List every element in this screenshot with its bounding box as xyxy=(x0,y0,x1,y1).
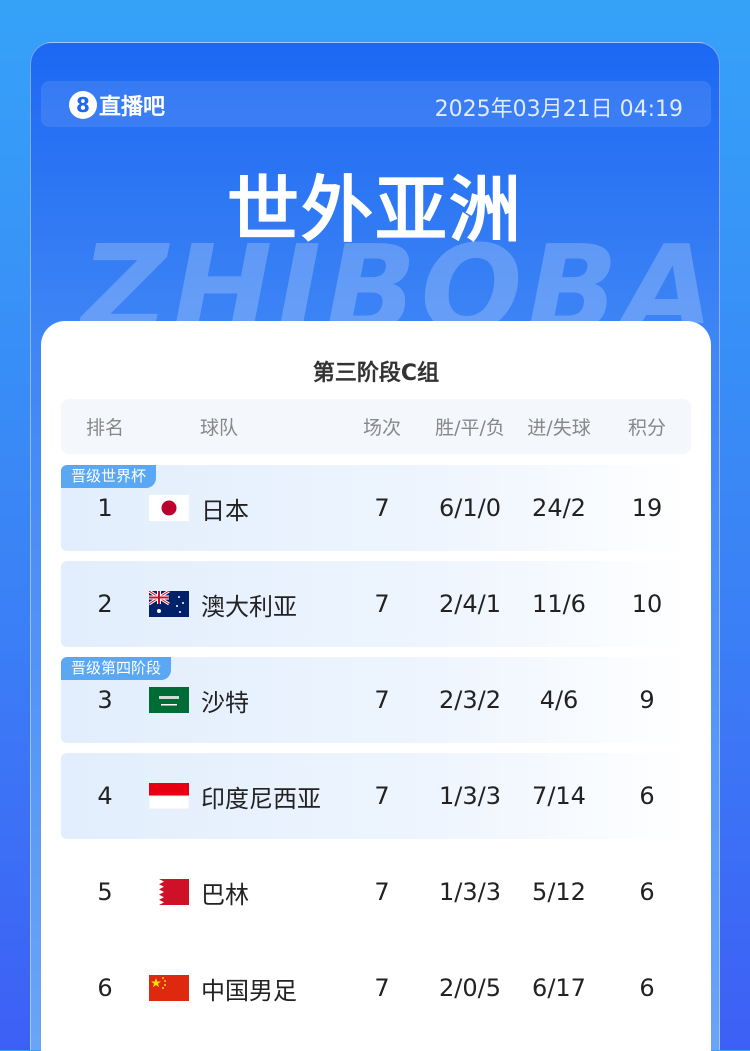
rank: 2 xyxy=(97,590,113,618)
col-wdl: 胜/平/负 xyxy=(435,417,505,439)
watermark-area: ZHIBOBA xyxy=(31,43,719,324)
points: 19 xyxy=(631,494,663,522)
points: 6 xyxy=(639,974,655,1002)
win-draw-loss: 2/0/5 xyxy=(439,974,501,1002)
logo-text: 直播吧 xyxy=(99,95,166,120)
team-name: 印度尼西亚 xyxy=(201,784,321,813)
china-flag-icon xyxy=(149,975,189,1001)
qualification-badge: 晋级第四阶段 xyxy=(61,657,172,680)
team-name: 沙特 xyxy=(201,688,249,717)
team-name: 澳大利亚 xyxy=(201,592,297,621)
rank: 5 xyxy=(97,878,113,906)
table-row[interactable]: 5 巴林 7 1/3/3 5/12 6 xyxy=(61,849,691,935)
logo: 8 直播吧 xyxy=(69,89,165,121)
points: 9 xyxy=(639,686,655,714)
win-draw-loss: 1/3/3 xyxy=(439,782,501,810)
page-title: 世外亚洲 xyxy=(226,168,523,252)
goals: 11/6 xyxy=(532,590,586,618)
group-title: 第三阶段C组 xyxy=(312,361,440,386)
logo-mark: 8 xyxy=(69,91,97,119)
played: 7 xyxy=(374,494,390,522)
goals: 6/17 xyxy=(532,974,586,1002)
rank: 3 xyxy=(97,686,113,714)
standings-panel: 第三阶段C组 排名 球队 场次 胜/平/负 进/失球 积分 晋级世界杯 1 日本 … xyxy=(41,321,711,1051)
col-played: 场次 xyxy=(362,417,401,439)
played: 7 xyxy=(374,974,390,1002)
rank: 6 xyxy=(97,974,113,1002)
saudi-arabia-flag-icon xyxy=(149,687,189,713)
points: 6 xyxy=(639,782,655,810)
win-draw-loss: 1/3/3 xyxy=(439,878,501,906)
col-goals: 进/失球 xyxy=(527,417,591,439)
watermark: ZHIBOBA xyxy=(81,221,719,324)
played: 7 xyxy=(374,782,390,810)
top-bar: 8 直播吧 2025年03月21日 04:19 xyxy=(41,81,711,127)
table-row[interactable]: 4 印度尼西亚 7 1/3/3 7/14 6 xyxy=(61,753,691,839)
goals: 5/12 xyxy=(532,878,586,906)
rank: 1 xyxy=(97,494,113,522)
win-draw-loss: 2/3/2 xyxy=(439,686,501,714)
australia-flag-icon xyxy=(149,591,189,617)
poster-card: ZHIBOBA 8 直播吧 2025年03月21日 04:19 世外亚洲 第三阶段… xyxy=(30,42,720,1051)
team-name: 日本 xyxy=(201,496,249,525)
table-row[interactable]: 2 澳大利亚 7 2/4/1 11/6 10 xyxy=(61,561,691,647)
rank: 4 xyxy=(97,782,113,810)
win-draw-loss: 6/1/0 xyxy=(439,494,501,522)
table-row[interactable]: 6 中国男足 7 2/0/5 6/17 6 xyxy=(61,945,691,1031)
col-points: 积分 xyxy=(627,417,666,439)
played: 7 xyxy=(374,590,390,618)
goals: 24/2 xyxy=(532,494,586,522)
table-header: 排名 球队 场次 胜/平/负 进/失球 积分 xyxy=(61,399,691,454)
japan-flag-icon xyxy=(149,495,189,521)
datetime: 2025年03月21日 04:19 xyxy=(434,97,683,122)
win-draw-loss: 2/4/1 xyxy=(439,590,501,618)
col-team: 球队 xyxy=(199,417,238,439)
team-name: 中国男足 xyxy=(201,976,297,1005)
goals: 7/14 xyxy=(532,782,586,810)
played: 7 xyxy=(374,878,390,906)
goals: 4/6 xyxy=(539,686,579,714)
qualification-badge: 晋级世界杯 xyxy=(61,465,157,488)
table-row[interactable]: 晋级第四阶段 3 沙特 7 2/3/2 4/6 9 xyxy=(61,657,691,743)
indonesia-flag-icon xyxy=(149,783,189,809)
played: 7 xyxy=(374,686,390,714)
points: 10 xyxy=(631,590,663,618)
col-rank: 排名 xyxy=(85,417,124,439)
bahrain-flag-icon xyxy=(149,879,189,905)
team-name: 巴林 xyxy=(201,880,249,909)
table-row[interactable]: 晋级世界杯 1 日本 7 6/1/0 24/2 19 xyxy=(61,465,691,551)
points: 6 xyxy=(639,878,655,906)
